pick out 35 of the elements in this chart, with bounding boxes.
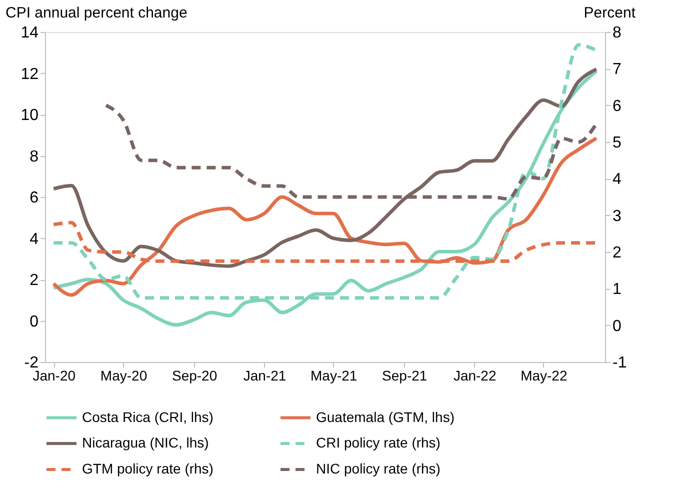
y-tick-label: 2 bbox=[30, 272, 39, 289]
x-tick-label: May-22 bbox=[520, 368, 568, 384]
y2-tick-label: -1 bbox=[612, 354, 627, 372]
y2-axis-title: Percent bbox=[584, 4, 636, 22]
x-tick-label: Jan-21 bbox=[243, 368, 286, 384]
y2-tick-label: 5 bbox=[612, 134, 622, 152]
y2-tick-label: 0 bbox=[612, 318, 622, 335]
y2-tick-label: 8 bbox=[612, 24, 622, 42]
x-tick-label: Sep-21 bbox=[382, 368, 428, 384]
y-tick-label: 4 bbox=[30, 230, 39, 248]
y2-tick-label: 6 bbox=[612, 98, 622, 115]
y-tick-label: 10 bbox=[20, 107, 39, 124]
y2-tick-label: 7 bbox=[612, 61, 622, 78]
line-series bbox=[52, 67, 598, 268]
y-tick-label: 14 bbox=[20, 24, 39, 42]
x-tick-label: May-21 bbox=[310, 368, 358, 384]
y-tick-label: 12 bbox=[20, 66, 39, 83]
legend-label: GTM policy rate (rhs) bbox=[82, 460, 214, 476]
y-tick-label: 8 bbox=[30, 148, 39, 166]
y-tick-label: 6 bbox=[30, 190, 39, 206]
legend-label: Costa Rica (CRI, lhs) bbox=[82, 408, 214, 425]
legend-label: Guatemala (GTM, lhs) bbox=[316, 408, 454, 425]
x-tick-label: Sep-20 bbox=[172, 368, 218, 384]
x-tick-label: May-20 bbox=[100, 368, 148, 384]
y2-tick-label: 2 bbox=[612, 244, 622, 262]
legend-label: NIC policy rate (rhs) bbox=[316, 460, 440, 476]
y2-tick-label: 3 bbox=[612, 208, 622, 225]
y-tick-label: 0 bbox=[30, 313, 39, 330]
line-series bbox=[52, 136, 598, 297]
legend-label: Nicaragua (NIC, lhs) bbox=[82, 434, 209, 450]
y2-tick-label: 1 bbox=[612, 281, 622, 298]
y-axis-title: CPI annual percent change bbox=[6, 4, 188, 22]
y2-tick-label: 4 bbox=[612, 171, 622, 188]
x-tick-label: Jan-22 bbox=[453, 368, 496, 384]
legend-label: CRI policy rate (rhs) bbox=[316, 434, 440, 450]
